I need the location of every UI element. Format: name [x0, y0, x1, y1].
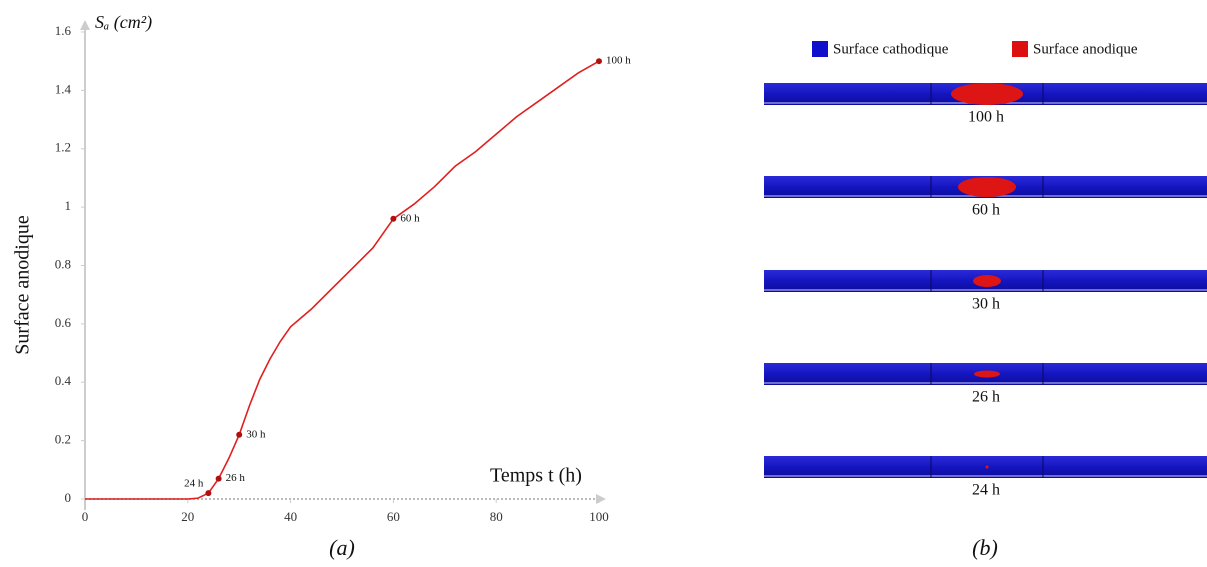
panel-b: Surface cathodique Surface anodique 100 h 6…: [764, 41, 1207, 499]
legend-swatch: [812, 41, 828, 57]
y-tick-label: 1.6: [55, 23, 72, 38]
point-label: 60 h: [400, 212, 420, 224]
y-tick-label: 1: [65, 198, 72, 213]
snapshot-label: 24 h: [972, 482, 1000, 499]
legend-label: Surface cathodique: [833, 41, 949, 57]
y-tick-label: 0.8: [55, 256, 71, 271]
point-label: 26 h: [226, 472, 246, 484]
y-axis-arrow: [80, 20, 90, 30]
y-tick-label: 0: [65, 490, 72, 505]
caption: (a): [329, 535, 355, 560]
anodic-zone: [951, 83, 1023, 105]
y-axis-label: Surface anodique: [12, 215, 34, 355]
y-tick-label: 0.4: [55, 373, 72, 388]
anodic-zone: [974, 370, 1000, 378]
snapshot-label: 26 h: [972, 389, 1000, 406]
point-label: 100 h: [606, 55, 631, 67]
x-tick-label: 20: [181, 509, 194, 524]
anodic-zone: [973, 275, 1001, 287]
point-label: 24 h: [184, 478, 204, 490]
caption: (b): [972, 535, 998, 560]
data-point: [205, 490, 212, 497]
y-axis-title: Sₐ (cm²): [95, 12, 152, 33]
legend-label: Surface anodique: [1033, 41, 1138, 57]
x-tick-label: 0: [82, 509, 89, 524]
snapshot-label: 30 h: [972, 296, 1000, 313]
legend-swatch: [1012, 41, 1028, 57]
x-axis-arrow: [596, 494, 606, 504]
x-tick-label: 40: [284, 509, 297, 524]
x-tick-label: 80: [490, 509, 503, 524]
y-tick-label: 0.2: [55, 432, 71, 447]
y-tick-label: 0.6: [55, 315, 72, 330]
y-tick-label: 1.2: [55, 140, 71, 155]
anodic-zone: [958, 177, 1016, 197]
y-tick-label: 1.4: [55, 81, 72, 96]
point-label: 30 h: [246, 428, 266, 440]
data-point: [236, 431, 243, 438]
snapshot-label: 100 h: [968, 109, 1004, 126]
data-point: [215, 475, 222, 482]
snapshot-label: 60 h: [972, 202, 1000, 219]
data-point: [596, 58, 602, 65]
data-line: [85, 60, 600, 500]
x-tick-label: 60: [387, 509, 400, 524]
data-point: [390, 215, 397, 222]
x-axis-label: Temps t (h): [490, 465, 582, 487]
anodic-zone: [985, 465, 989, 469]
x-tick-label: 100: [589, 509, 609, 524]
